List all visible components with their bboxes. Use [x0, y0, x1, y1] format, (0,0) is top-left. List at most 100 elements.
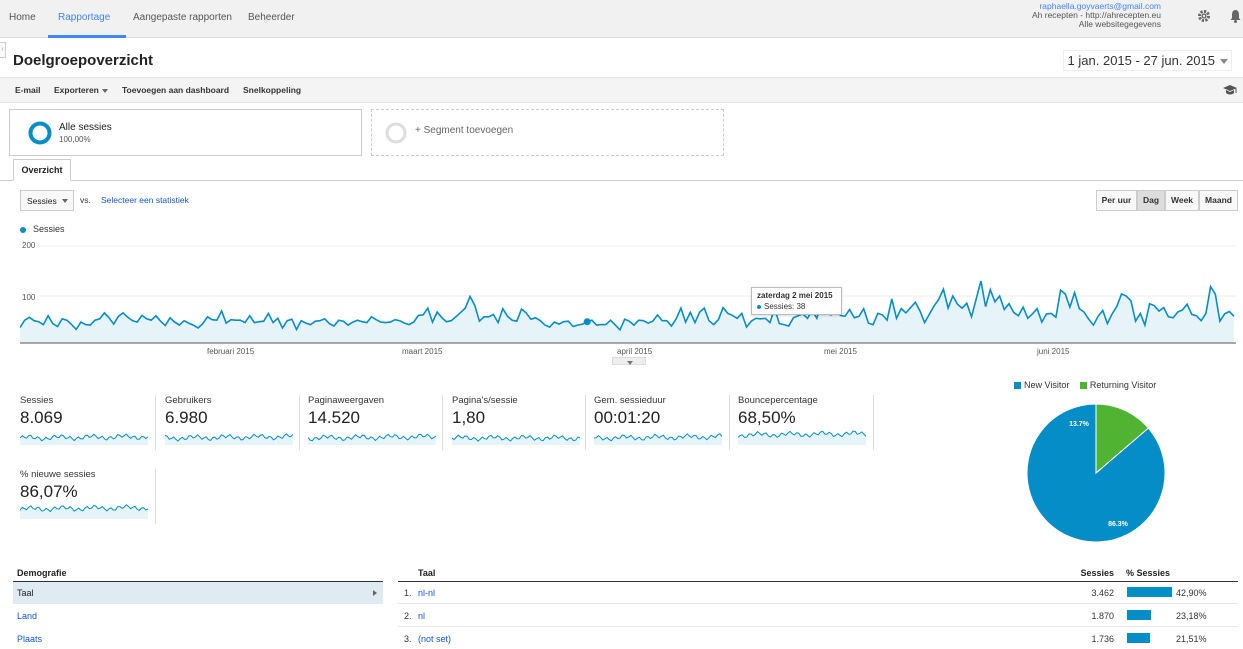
- export-label: Exporteren: [54, 85, 99, 95]
- segment-percentage: 100,00%: [59, 135, 91, 144]
- account-property: Ah recepten - http://ahrecepten.eu: [1031, 10, 1161, 20]
- chevron-down-icon: [627, 361, 633, 365]
- demo-item-plaats[interactable]: Plaats: [13, 628, 383, 649]
- sparkline-area: [20, 504, 148, 519]
- x-tick-label: juni 2015: [1036, 347, 1070, 356]
- row-sessions: 1.870: [1091, 611, 1114, 621]
- demo-item-label: Plaats: [17, 634, 43, 644]
- sparkline-line: [452, 434, 580, 442]
- vs-label: vs.: [80, 195, 91, 205]
- demo-item-label: Taal: [17, 588, 34, 598]
- metric-label: Pagina's/sessie: [452, 395, 518, 406]
- column-header-taal: Taal: [418, 568, 436, 578]
- report-toolbar: E-mail Exporteren Toevoegen aan dashboar…: [0, 77, 1243, 103]
- account-view: Alle websitegegevens: [1078, 19, 1161, 29]
- y-tick-label: 100: [22, 293, 36, 302]
- sparkline-line: [20, 504, 148, 513]
- chevron-down-icon: [62, 199, 68, 203]
- sparkline-area: [20, 434, 148, 445]
- nav-beheerder[interactable]: Beheerder: [248, 12, 295, 23]
- metric-label: % nieuwe sessies: [20, 469, 96, 480]
- granularity-day-button[interactable]: Dag: [1137, 190, 1165, 211]
- row-pct-bar: [1127, 587, 1172, 597]
- sparkline-area: [165, 433, 293, 445]
- row-index: 2.: [404, 611, 412, 621]
- divider: [585, 395, 586, 450]
- metric-label: Paginaweergaven: [308, 395, 385, 406]
- sidebar-toggle[interactable]: ‹: [0, 42, 6, 58]
- table-row: 3. (not set) 1.736 21,51%: [398, 627, 1238, 649]
- metric-pages-per-session[interactable]: Pagina's/sessie 1,80: [452, 395, 592, 455]
- divider: [442, 395, 443, 450]
- demographics-header: Demografie: [13, 566, 383, 582]
- metric-value: 8.069: [20, 408, 63, 427]
- metric-value: 00:01:20: [594, 408, 661, 427]
- gear-icon[interactable]: [1197, 9, 1211, 23]
- divider: [155, 469, 156, 524]
- sparkline-area: [308, 434, 436, 445]
- granularity-week-button[interactable]: Week: [1165, 190, 1199, 211]
- legend-returning-visitor: Returning Visitor: [1089, 380, 1157, 390]
- highlighted-point[interactable]: [583, 318, 591, 326]
- pie-slice-label: 86.3%: [1108, 521, 1129, 528]
- row-pct: 21,51%: [1176, 634, 1207, 644]
- sparkline-area: [738, 431, 866, 445]
- metric-label: Sessies: [20, 395, 54, 406]
- add-segment-button[interactable]: + Segment toevoegen: [371, 109, 724, 156]
- legend-new-visitor: New Visitor: [1024, 380, 1070, 390]
- table-row: 2. nl 1.870 23,18%: [398, 604, 1238, 627]
- shortcut-button[interactable]: Snelkoppeling: [243, 85, 302, 95]
- email-button[interactable]: E-mail: [15, 85, 41, 95]
- demo-item-label: Land: [17, 611, 38, 621]
- select-statistic-link[interactable]: Selecteer een statistiek: [101, 195, 189, 205]
- visitor-type-pie[interactable]: 86.3% 13.7%: [1026, 403, 1166, 543]
- metric-dropdown[interactable]: Sessies: [20, 190, 74, 211]
- metric-dropdown-value: Sessies: [27, 196, 57, 206]
- row-language-link[interactable]: nl: [418, 611, 426, 621]
- row-index: 1.: [404, 588, 412, 598]
- metric-bounce-rate[interactable]: Bouncepercentage 68,50%: [738, 395, 878, 455]
- graduation-cap-icon[interactable]: [1222, 84, 1238, 96]
- demo-item-taal[interactable]: Taal: [13, 582, 383, 604]
- demo-item-land[interactable]: Land: [13, 605, 383, 627]
- date-range-picker[interactable]: 1 jan. 2015 - 27 jun. 2015: [1062, 50, 1232, 71]
- segment-all-sessions[interactable]: Alle sessies 100,00%: [9, 109, 362, 156]
- row-language-link[interactable]: nl-nl: [418, 588, 436, 598]
- metric-value: 68,50%: [738, 408, 796, 427]
- account-email: raphaella.goyvaerts@gmail.com: [1039, 1, 1161, 11]
- sparkline: [308, 433, 436, 445]
- metric-pageviews[interactable]: Paginaweergaven 14.520: [308, 395, 448, 455]
- metric-new-sessions-pct[interactable]: % nieuwe sessies 86,07%: [20, 469, 160, 529]
- row-language-link[interactable]: (not set): [418, 634, 452, 644]
- metric-avg-session-duration[interactable]: Gem. sessieduur 00:01:20: [594, 395, 734, 455]
- column-header-pct-sessies[interactable]: % Sessies: [1126, 568, 1171, 578]
- nav-aangepaste-rapporten[interactable]: Aangepaste rapporten: [133, 12, 232, 23]
- active-tab-indicator: [48, 35, 126, 38]
- column-header-sessies[interactable]: Sessies: [1080, 568, 1114, 578]
- page-title: Doelgroepoverzicht: [13, 52, 154, 69]
- nav-rapportage[interactable]: Rapportage: [58, 12, 111, 23]
- metric-users[interactable]: Gebruikers 6.980: [165, 395, 305, 455]
- account-selector[interactable]: raphaella.goyvaerts@gmail.com Ah recepte…: [1032, 2, 1161, 29]
- empty-segment-icon: [385, 122, 407, 144]
- sparkline: [594, 433, 722, 445]
- row-pct-bar: [1127, 610, 1152, 620]
- metric-sessions[interactable]: Sessies 8.069: [20, 395, 160, 455]
- export-button[interactable]: Exporteren: [54, 85, 108, 95]
- granularity-hour-button[interactable]: Per uur: [1096, 190, 1137, 211]
- tab-overzicht[interactable]: Overzicht: [13, 159, 71, 181]
- sparkline-line: [165, 433, 293, 442]
- nav-home[interactable]: Home: [9, 12, 36, 23]
- tooltip-date: zaterdag 2 mei 2015: [757, 291, 833, 300]
- chevron-right-icon: [373, 590, 377, 596]
- bell-icon[interactable]: [1229, 9, 1242, 24]
- chevron-down-icon: [1220, 59, 1228, 64]
- sessions-chart[interactable]: 200 100 februari 2015 maart 2015 april 2…: [20, 238, 1236, 358]
- pie-slice-returning-visitor[interactable]: [1095, 403, 1150, 475]
- sparkline: [20, 504, 148, 519]
- legend-swatch: [20, 227, 26, 233]
- granularity-month-button[interactable]: Maand: [1199, 190, 1238, 211]
- chart-resize-handle[interactable]: [612, 357, 646, 365]
- metric-value: 14.520: [308, 408, 360, 427]
- add-to-dashboard-button[interactable]: Toevoegen aan dashboard: [122, 85, 230, 95]
